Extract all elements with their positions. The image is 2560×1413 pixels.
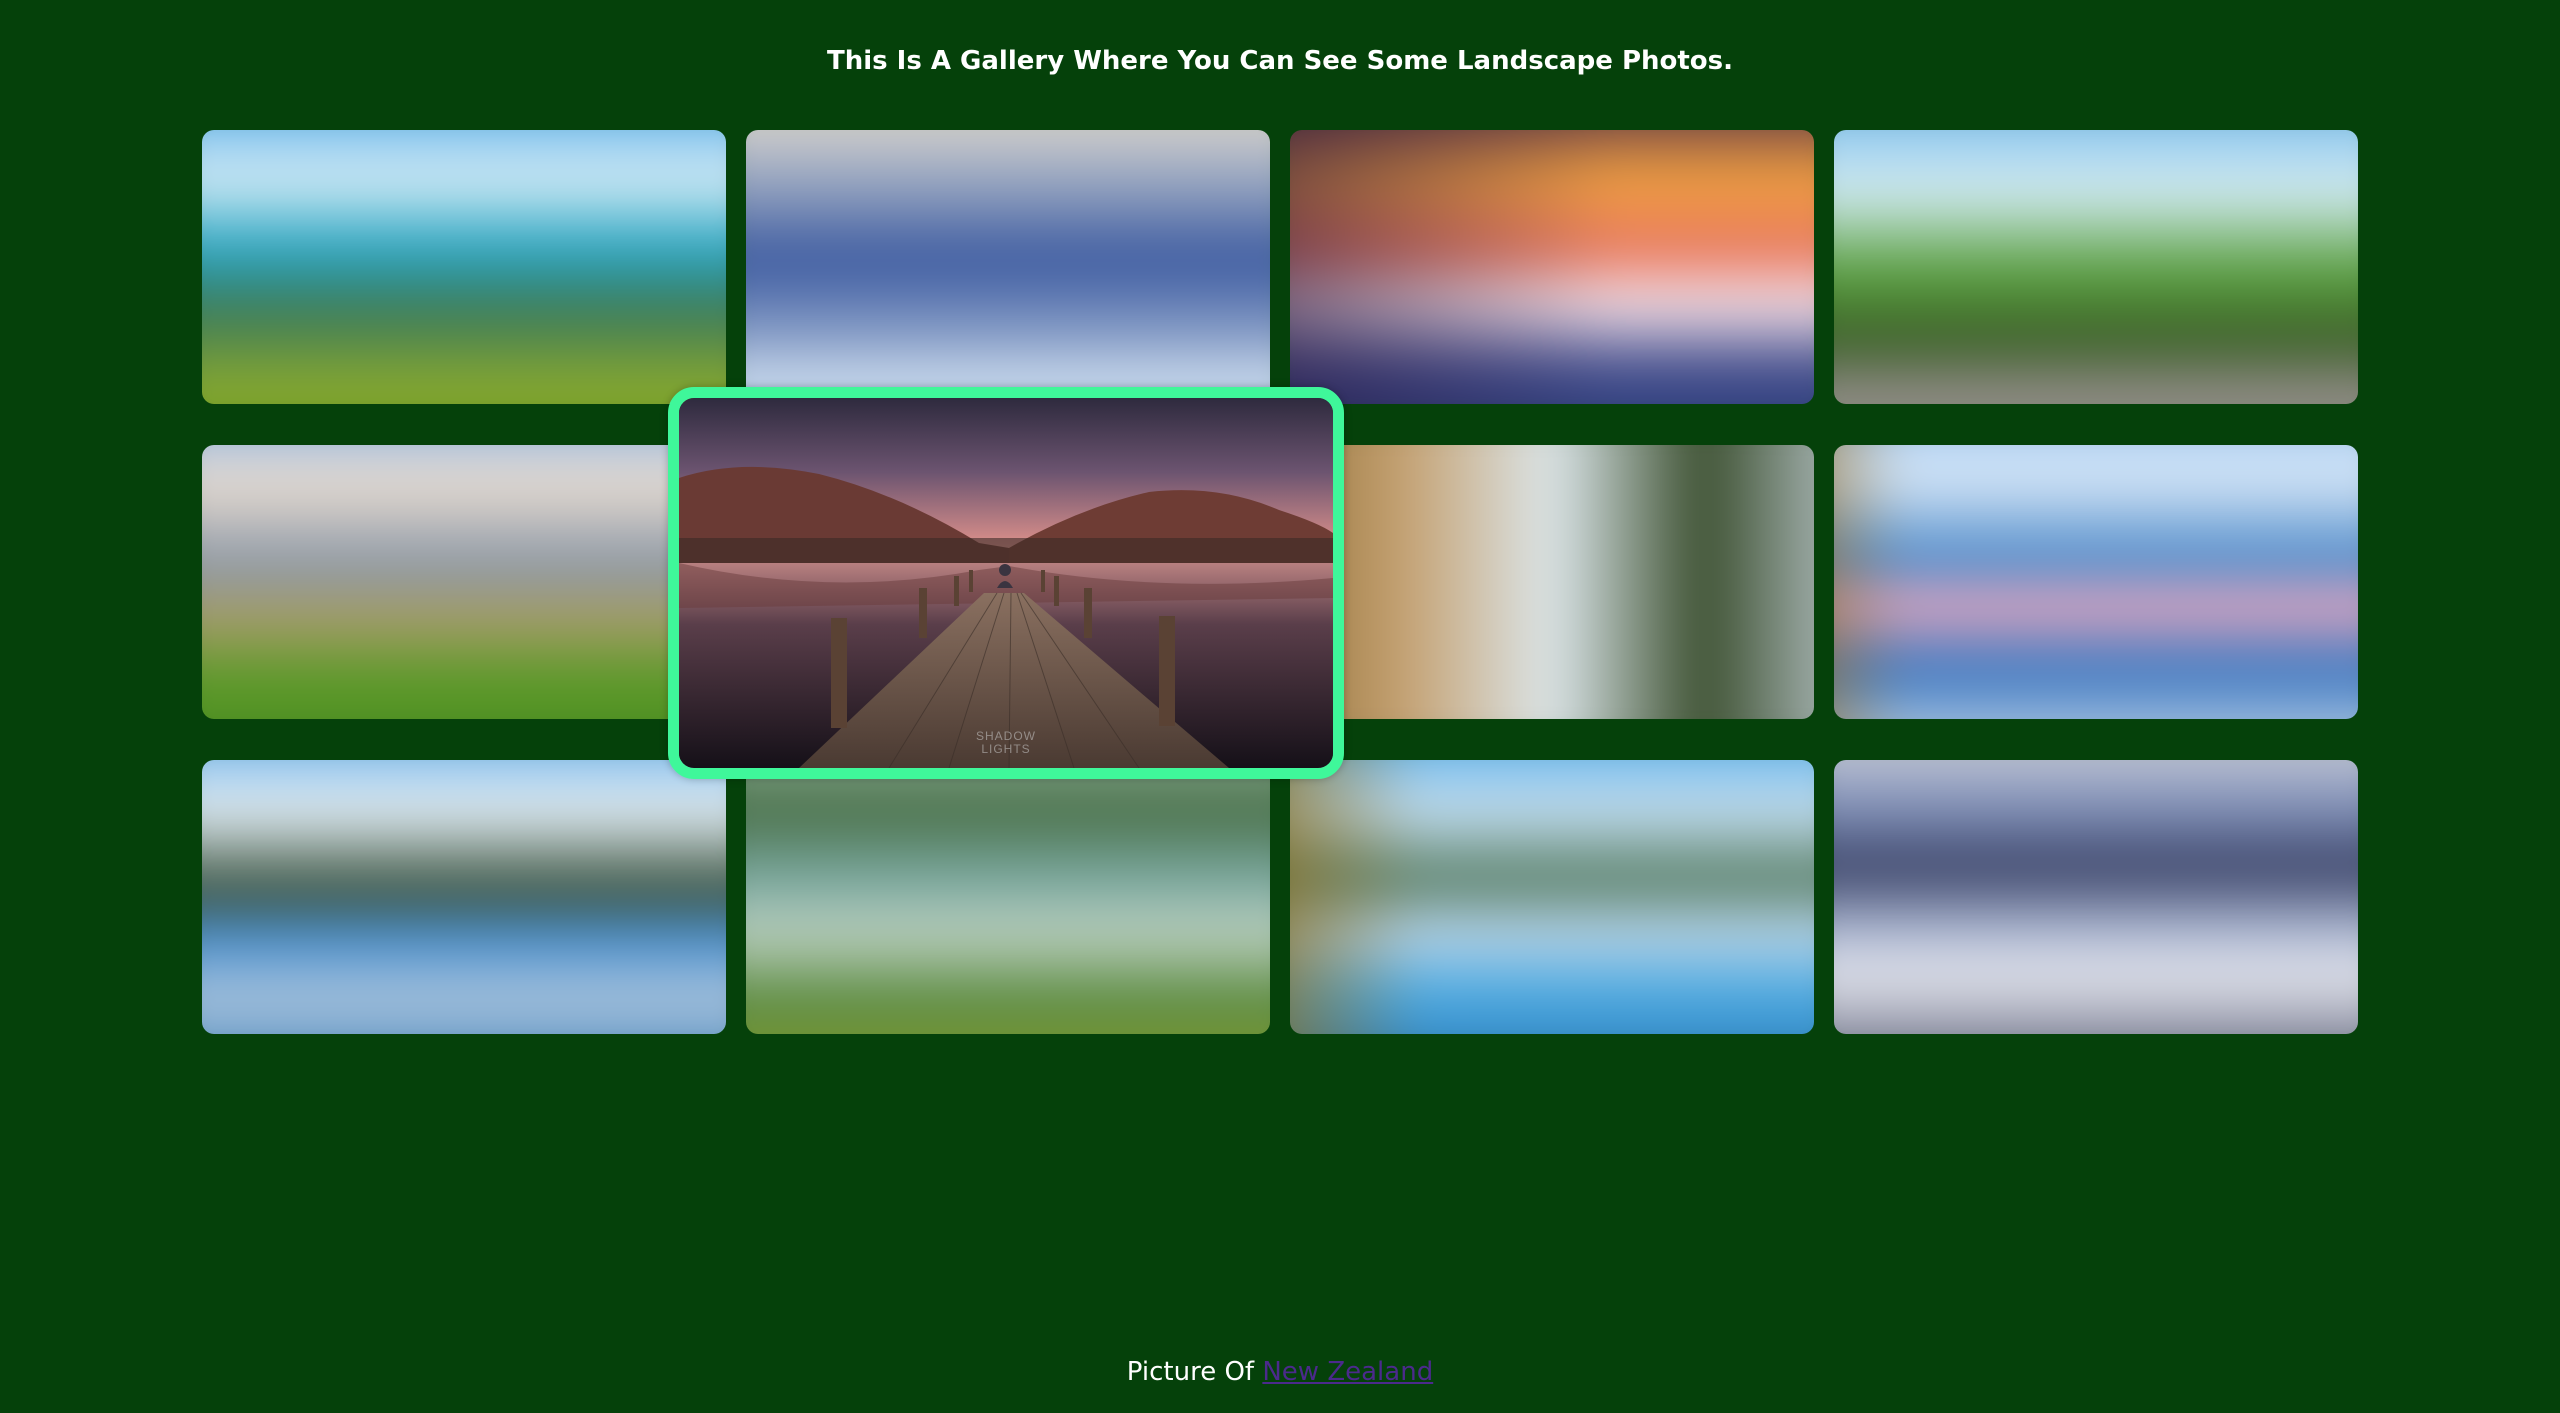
gallery-item[interactable] [1834, 760, 2358, 1034]
gallery-item-active[interactable]: SHADOW LIGHTS [668, 387, 1344, 779]
gallery-item[interactable] [1834, 445, 2358, 719]
photo-caption: Picture Of New Zealand [0, 1352, 2560, 1392]
page-title: This Is A Gallery Where You Can See Some… [826, 46, 1734, 76]
gallery-item[interactable] [202, 445, 726, 719]
gallery-item[interactable] [746, 130, 1270, 404]
gallery-item[interactable] [202, 130, 726, 404]
lake-jetty-photo: SHADOW LIGHTS [679, 398, 1333, 768]
gallery-item[interactable] [1290, 445, 1814, 719]
photo-gallery: SHADOW LIGHTS [202, 130, 2358, 1034]
location-link[interactable]: New Zealand [1262, 1357, 1434, 1387]
gallery-item[interactable] [1290, 130, 1814, 404]
caption-prefix: Picture Of [1126, 1357, 1255, 1387]
gallery-item[interactable] [202, 760, 726, 1034]
photo-image [679, 398, 1333, 768]
gallery-item[interactable] [746, 760, 1270, 1034]
photo-watermark: SHADOW LIGHTS [976, 729, 1036, 756]
gallery-item[interactable] [1834, 130, 2358, 404]
gallery-item[interactable] [1290, 760, 1814, 1034]
